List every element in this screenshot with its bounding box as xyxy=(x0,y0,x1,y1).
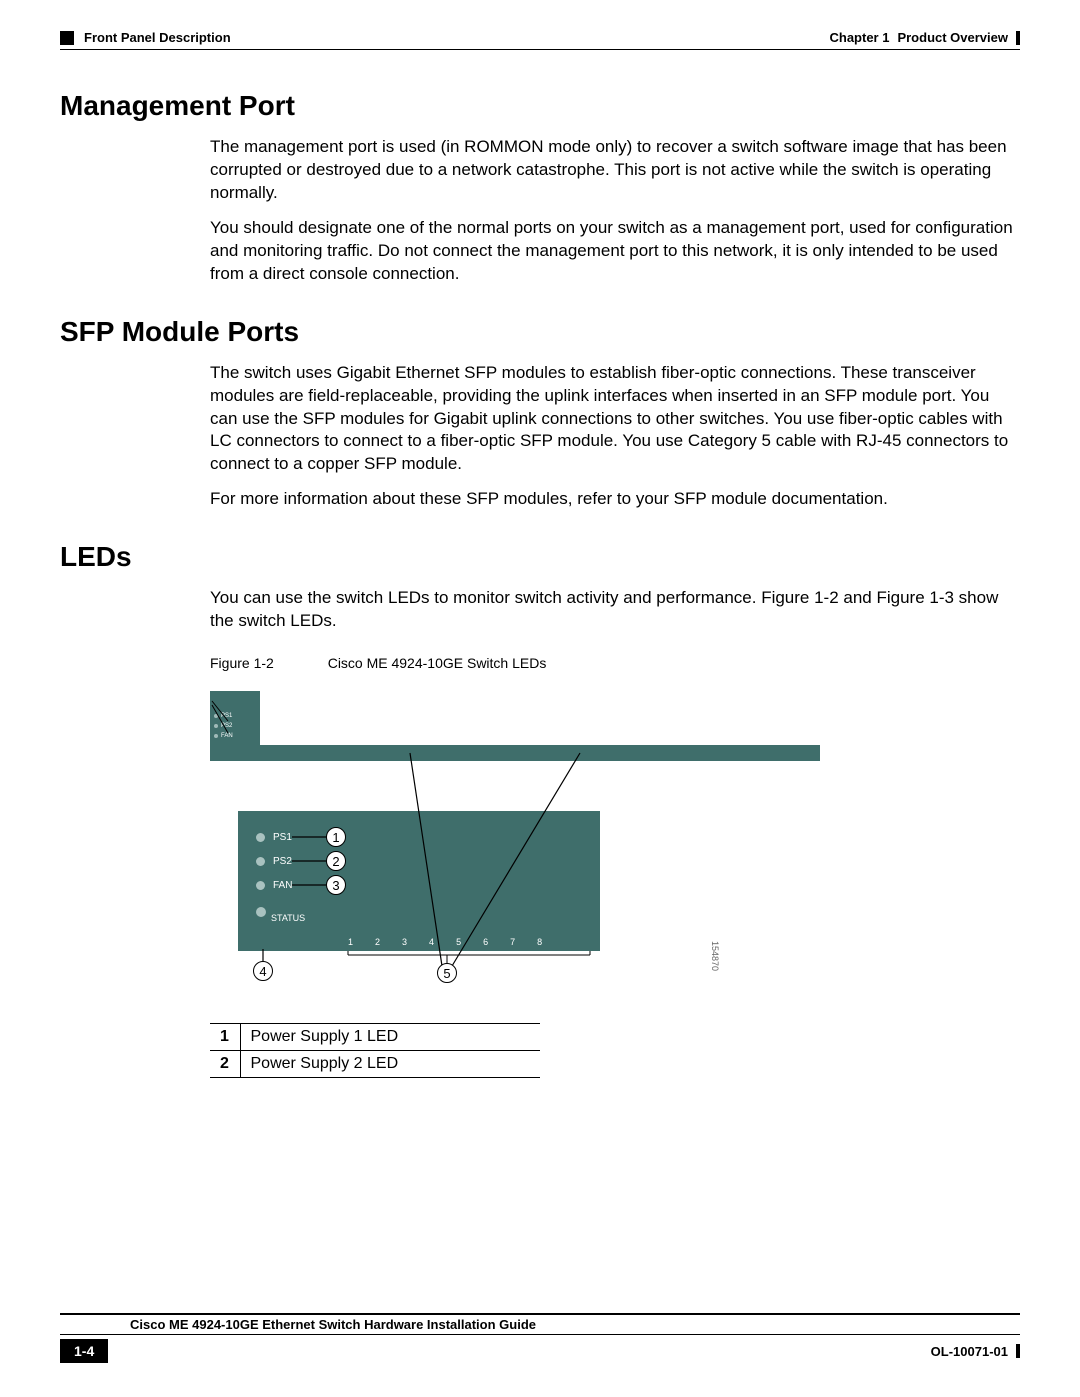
header-marker-icon xyxy=(60,31,74,45)
led-row-ps2: PS2 xyxy=(238,849,600,873)
table-row: 1 Power Supply 1 LED xyxy=(210,1024,540,1051)
heading-sfp-module-ports: SFP Module Ports xyxy=(60,316,1020,348)
mgmt-paragraph-2: You should designate one of the normal p… xyxy=(60,217,1020,286)
led-label-ps1: PS1 xyxy=(273,832,292,843)
port-num: 4 xyxy=(429,937,434,947)
diagram-top-strip xyxy=(260,745,820,761)
micro-led-ps2: PS2 xyxy=(210,721,260,731)
port-num: 8 xyxy=(537,937,542,947)
callout-3: 3 xyxy=(326,875,346,895)
callout-2: 2 xyxy=(326,851,346,871)
heading-leds: LEDs xyxy=(60,541,1020,573)
port-num: 6 xyxy=(483,937,488,947)
diagram-main-panel: PS1 PS2 FAN STATUS 1 2 3 4 5 6 7 xyxy=(238,811,600,951)
table-row: 2 Power Supply 2 LED xyxy=(210,1051,540,1078)
micro-led-ps1: PS1 xyxy=(210,711,260,721)
callout-4: 4 xyxy=(253,961,273,981)
header-rule xyxy=(60,49,1020,50)
footer-docnum-wrap: OL-10071-01 xyxy=(931,1344,1020,1359)
figure-label: Figure 1-2 xyxy=(210,655,274,671)
port-num: 2 xyxy=(375,937,380,947)
page: Front Panel Description Chapter 1 Produc… xyxy=(0,0,1080,1397)
table-cell-desc: Power Supply 1 LED xyxy=(240,1024,540,1051)
footer-docnum: OL-10071-01 xyxy=(931,1344,1008,1359)
led-dot-icon xyxy=(256,857,265,866)
port-number-row: 1 2 3 4 5 6 7 8 xyxy=(348,937,542,947)
port-num: 1 xyxy=(348,937,353,947)
port-num: 7 xyxy=(510,937,515,947)
footer-bar-icon xyxy=(1016,1344,1020,1358)
port-num: 3 xyxy=(402,937,407,947)
header-right: Chapter 1 Product Overview xyxy=(829,30,1020,45)
led-dot-icon xyxy=(256,881,265,890)
running-header: Front Panel Description Chapter 1 Produc… xyxy=(60,30,1020,45)
leds-paragraph-1: You can use the switch LEDs to monitor s… xyxy=(60,587,1020,633)
figure-caption: Figure 1-2 Cisco ME 4924-10GE Switch LED… xyxy=(60,655,1020,671)
sfp-paragraph-1: The switch uses Gigabit Ethernet SFP mod… xyxy=(60,362,1020,477)
header-chapter-title: Product Overview xyxy=(897,30,1008,45)
table-cell-num: 2 xyxy=(210,1051,240,1078)
footer-guide-title: Cisco ME 4924-10GE Ethernet Switch Hardw… xyxy=(60,1317,1020,1334)
led-dot-icon xyxy=(256,833,265,842)
led-label-ps2: PS2 xyxy=(273,856,292,867)
switch-led-diagram: PS1 PS2 FAN PS1 PS2 FAN STATUS xyxy=(210,691,850,1011)
header-bar-icon xyxy=(1016,31,1020,45)
figure-image-id: 154870 xyxy=(710,941,720,971)
header-left: Front Panel Description xyxy=(60,30,231,45)
page-footer: Cisco ME 4924-10GE Ethernet Switch Hardw… xyxy=(60,1313,1020,1363)
diagram-top-left-panel: PS1 PS2 FAN xyxy=(210,691,260,761)
led-row-status: STATUS xyxy=(238,897,600,925)
footer-bottom-row: 1-4 OL-10071-01 xyxy=(60,1335,1020,1363)
figure-title: Cisco ME 4924-10GE Switch LEDs xyxy=(328,655,547,671)
led-row-ps1: PS1 xyxy=(238,825,600,849)
status-dot-icon xyxy=(256,907,266,917)
led-legend-table: 1 Power Supply 1 LED 2 Power Supply 2 LE… xyxy=(210,1023,540,1078)
header-section-name: Front Panel Description xyxy=(84,30,231,45)
table-cell-num: 1 xyxy=(210,1024,240,1051)
callout-1: 1 xyxy=(326,827,346,847)
micro-led-fan: FAN xyxy=(210,731,260,741)
table-cell-desc: Power Supply 2 LED xyxy=(240,1051,540,1078)
callout-5: 5 xyxy=(437,963,457,983)
mgmt-paragraph-1: The management port is used (in ROMMON m… xyxy=(60,136,1020,205)
heading-management-port: Management Port xyxy=(60,90,1020,122)
led-row-fan: FAN xyxy=(238,873,600,897)
led-label-status: STATUS xyxy=(271,913,305,923)
page-number: 1-4 xyxy=(60,1339,108,1363)
port-num: 5 xyxy=(456,937,461,947)
header-chapter: Chapter 1 xyxy=(829,30,889,45)
led-label-fan: FAN xyxy=(273,880,292,891)
sfp-paragraph-2: For more information about these SFP mod… xyxy=(60,488,1020,511)
